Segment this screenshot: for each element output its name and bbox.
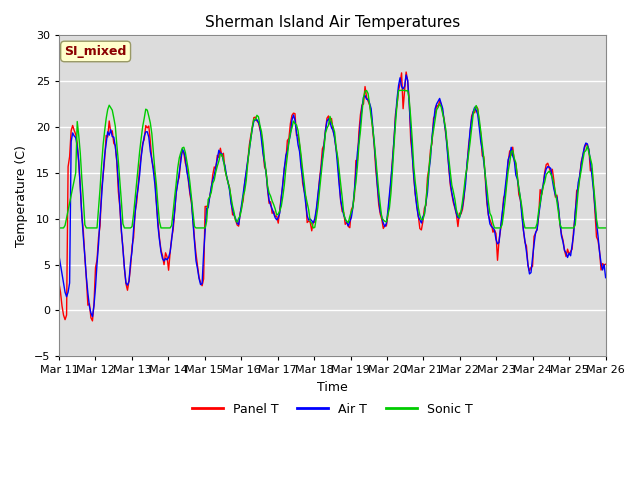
Air T	[247, 135, 255, 141]
Air T	[88, 314, 96, 320]
X-axis label: Time: Time	[317, 381, 348, 394]
Air T	[124, 282, 131, 288]
Air T	[403, 72, 410, 78]
Air T	[238, 202, 246, 208]
Sonic T	[246, 146, 253, 152]
Sonic T	[122, 225, 130, 231]
Panel T	[55, 280, 63, 286]
Panel T	[574, 186, 582, 192]
Panel T	[88, 318, 96, 324]
Panel T	[124, 288, 131, 293]
Panel T	[602, 262, 609, 267]
Legend: Panel T, Air T, Sonic T: Panel T, Air T, Sonic T	[186, 398, 478, 420]
Air T	[296, 149, 303, 155]
Sonic T	[396, 87, 404, 93]
Sonic T	[218, 152, 226, 157]
Title: Sherman Island Air Temperatures: Sherman Island Air Temperatures	[205, 15, 460, 30]
Sonic T	[294, 128, 302, 133]
Panel T	[296, 142, 303, 148]
Air T	[220, 158, 227, 164]
Line: Air T: Air T	[59, 75, 605, 317]
Panel T	[247, 132, 255, 138]
Line: Sonic T: Sonic T	[59, 90, 605, 228]
Panel T	[220, 150, 227, 156]
Sonic T	[236, 213, 244, 218]
Air T	[574, 180, 582, 185]
Sonic T	[602, 225, 609, 231]
Panel T	[238, 204, 246, 210]
Panel T	[403, 69, 410, 75]
Air T	[602, 275, 609, 280]
Line: Panel T: Panel T	[59, 72, 605, 321]
Y-axis label: Temperature (C): Temperature (C)	[15, 145, 28, 247]
Sonic T	[55, 225, 63, 231]
Air T	[55, 252, 63, 258]
Text: SI_mixed: SI_mixed	[65, 45, 127, 58]
Sonic T	[573, 205, 580, 211]
